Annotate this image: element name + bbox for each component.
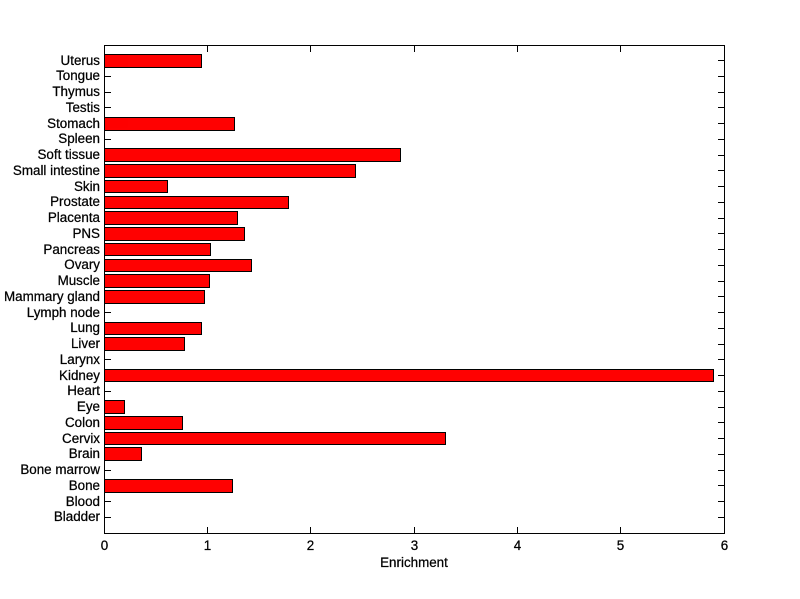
svg-text:Eye: Eye bbox=[77, 399, 100, 414]
svg-text:Uterus: Uterus bbox=[61, 53, 101, 68]
svg-text:Bone marrow: Bone marrow bbox=[20, 462, 100, 477]
svg-text:Liver: Liver bbox=[71, 336, 101, 351]
svg-text:0: 0 bbox=[101, 538, 108, 553]
svg-text:PNS: PNS bbox=[72, 226, 100, 241]
svg-text:Pancreas: Pancreas bbox=[43, 242, 100, 257]
svg-text:Brain: Brain bbox=[69, 446, 100, 461]
svg-text:Small intestine: Small intestine bbox=[13, 163, 100, 178]
svg-text:Larynx: Larynx bbox=[60, 352, 100, 367]
svg-text:2: 2 bbox=[307, 538, 314, 553]
svg-text:Kidney: Kidney bbox=[59, 368, 100, 383]
svg-text:Spleen: Spleen bbox=[58, 131, 100, 146]
svg-text:Prostate: Prostate bbox=[50, 194, 100, 209]
svg-text:Placenta: Placenta bbox=[48, 210, 101, 225]
svg-text:6: 6 bbox=[721, 538, 728, 553]
svg-text:3: 3 bbox=[411, 538, 418, 553]
svg-text:Thymus: Thymus bbox=[52, 84, 100, 99]
svg-text:Heart: Heart bbox=[67, 383, 100, 398]
svg-text:5: 5 bbox=[617, 538, 624, 553]
svg-text:1: 1 bbox=[204, 538, 211, 553]
svg-text:Cervix: Cervix bbox=[62, 431, 100, 446]
svg-text:Lung: Lung bbox=[70, 320, 100, 335]
svg-text:Mammary gland: Mammary gland bbox=[4, 289, 100, 304]
svg-text:Tongue: Tongue bbox=[56, 68, 100, 83]
svg-text:Stomach: Stomach bbox=[47, 116, 100, 131]
svg-text:Blood: Blood bbox=[66, 494, 100, 509]
svg-text:4: 4 bbox=[514, 538, 522, 553]
svg-text:Soft tissue: Soft tissue bbox=[37, 147, 100, 162]
svg-text:Enrichment: Enrichment bbox=[380, 555, 448, 570]
svg-text:Skin: Skin bbox=[74, 179, 100, 194]
svg-text:Muscle: Muscle bbox=[58, 273, 100, 288]
svg-text:Colon: Colon bbox=[65, 415, 100, 430]
svg-text:Ovary: Ovary bbox=[64, 257, 100, 272]
svg-text:Bone: Bone bbox=[69, 478, 100, 493]
svg-text:Bladder: Bladder bbox=[54, 509, 101, 524]
svg-text:Testis: Testis bbox=[66, 100, 101, 115]
svg-text:Lymph node: Lymph node bbox=[27, 305, 100, 320]
